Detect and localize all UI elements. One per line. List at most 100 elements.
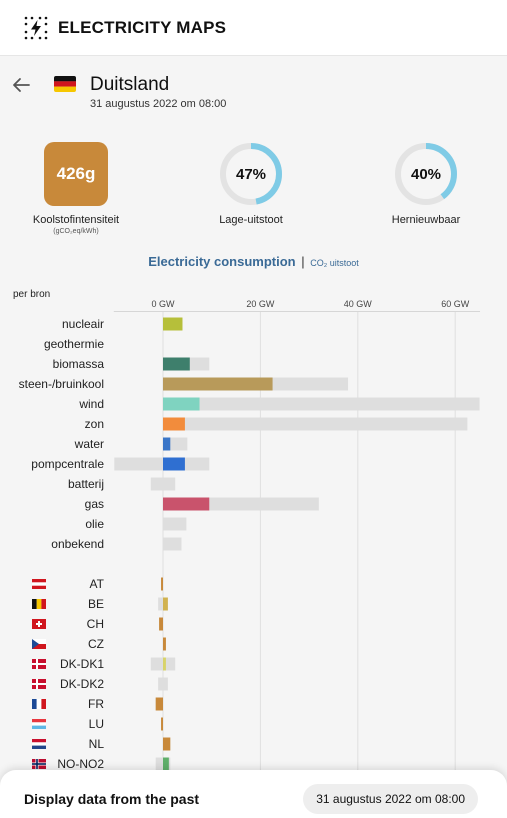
flag-part (36, 599, 42, 609)
production-bar (163, 417, 185, 431)
emissions-toggle[interactable]: CO₂ uitstoot (310, 258, 359, 268)
low-carbon-value: 47% (235, 165, 267, 183)
per-source-label: per bron (13, 289, 51, 300)
exchange-row: DK-DK2 (32, 677, 168, 691)
flag-part (32, 582, 46, 586)
section-title: Electricity consumption | CO₂ uitstoot (0, 254, 507, 269)
germany-flag-icon (54, 76, 76, 92)
source-row: onbekend (51, 537, 182, 551)
flag-part (41, 599, 46, 609)
zone-header: Duitsland 31 augustus 2022 om 08:00 (0, 66, 507, 116)
source-label: wind (78, 397, 104, 411)
exchange-row: BE (32, 597, 168, 611)
exchange-label: NL (89, 737, 105, 751)
flag-part (36, 699, 42, 709)
flag-part (32, 725, 46, 729)
flag-part (32, 699, 37, 709)
time-controller-panel: Display data from the past 31 augustus 2… (0, 770, 507, 818)
renewable-metric: 40% Hernieuwbaar (356, 142, 496, 226)
x-tick-label: 60 GW (441, 299, 470, 309)
production-bar (163, 317, 183, 331)
exchange-label: NO-NO2 (57, 757, 104, 771)
production-bar (163, 497, 210, 511)
flag-part (32, 719, 46, 723)
source-label: steen-/bruinkool (19, 377, 104, 391)
flag-part (32, 639, 46, 644)
low-carbon-label: Lage-uitstoot (219, 214, 283, 226)
capacity-bar (158, 677, 168, 691)
back-arrow-icon[interactable] (10, 74, 32, 96)
flag-part (32, 663, 46, 665)
date-picker-button[interactable]: 31 augustus 2022 om 08:00 (303, 784, 478, 814)
ch-flag-icon (32, 619, 46, 629)
carbon-intensity-value: 426g (44, 142, 108, 206)
carbon-intensity-label: Koolstofintensiteit (32, 214, 120, 226)
production-bar (159, 617, 163, 631)
x-tick-label: 40 GW (344, 299, 373, 309)
exchange-label: LU (89, 717, 104, 731)
exchange-row: NO-NO2 (32, 757, 171, 771)
source-label: gas (85, 497, 104, 511)
source-row: water (74, 437, 188, 451)
source-row: geothermie (44, 337, 104, 351)
source-label: water (74, 437, 104, 451)
production-bar (163, 397, 200, 411)
production-bar (161, 717, 163, 731)
source-row: pompcentrale (31, 457, 210, 471)
low-carbon-metric: 47% Lage-uitstoot (181, 142, 321, 226)
flag-part (32, 644, 46, 649)
flag-part (32, 742, 46, 746)
exchange-row: CH (32, 617, 163, 631)
zone-datetime: 31 augustus 2022 om 08:00 (90, 98, 227, 110)
production-bar (155, 697, 163, 711)
flag-part (36, 623, 42, 625)
exchange-label: AT (90, 577, 105, 591)
production-bar (163, 597, 168, 611)
exchange-label: FR (88, 697, 104, 711)
time-controller-label: Display data from the past (24, 791, 200, 807)
source-row: biomassa (53, 357, 210, 371)
production-bar (163, 457, 185, 471)
source-label: onbekend (51, 537, 104, 551)
x-tick-label: 0 GW (151, 299, 175, 309)
exchange-label: CZ (88, 637, 104, 651)
exchange-row: LU (32, 717, 163, 731)
production-bar (163, 637, 166, 651)
top-bar: ELECTRICITY MAPS (0, 0, 507, 56)
source-label: pompcentrale (31, 457, 104, 471)
capacity-bar (163, 537, 182, 551)
source-row: wind (78, 397, 480, 411)
x-tick-label: 20 GW (246, 299, 275, 309)
source-row: zon (85, 417, 468, 431)
consumption-toggle[interactable]: Electricity consumption (148, 254, 296, 269)
carbon-intensity-unit: (gCO₂eq/kWh) (53, 228, 99, 235)
capacity-bar (150, 477, 176, 491)
low-carbon-ring: 47% (219, 142, 283, 206)
toggle-separator: | (301, 254, 305, 269)
no-flag-icon (32, 759, 46, 769)
at-flag-icon (32, 579, 46, 589)
production-bar (163, 657, 166, 671)
electricity-maps-logo-icon (24, 16, 48, 39)
renewable-ring: 40% (394, 142, 458, 206)
capacity-bar (163, 517, 187, 531)
exchange-label: DK-DK1 (60, 657, 104, 671)
consumption-bar-chart: 0 GW 20 GW 40 GW 60 GW nucleair geothermie bio… (19, 299, 481, 772)
exchange-row: CZ (32, 637, 166, 651)
exchange-row: DK-DK1 (32, 657, 176, 671)
source-row: batterij (68, 477, 176, 491)
flag-part (32, 745, 46, 749)
fr-flag-icon (32, 699, 46, 709)
flag-part (32, 639, 39, 649)
source-label: nucleair (62, 317, 104, 331)
exchange-label: BE (88, 597, 104, 611)
nl-flag-icon (32, 739, 46, 749)
exchange-label: DK-DK2 (60, 677, 104, 691)
zone-name: Duitsland (90, 74, 170, 95)
renewable-value: 40% (410, 165, 442, 183)
cz-flag-icon (32, 639, 46, 649)
flag-part (32, 683, 46, 685)
app-title: ELECTRICITY MAPS (58, 17, 227, 37)
capacity-bar (163, 417, 468, 431)
exchange-label: CH (87, 617, 104, 631)
